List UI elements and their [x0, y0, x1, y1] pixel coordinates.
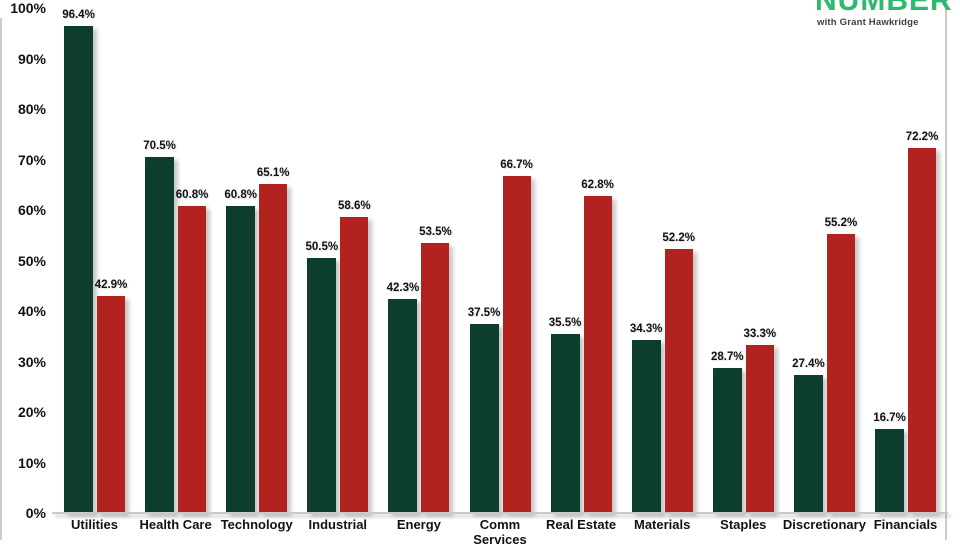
bar-green [388, 299, 418, 513]
x-axis-label: Real Estate [546, 517, 617, 532]
bar-red [908, 148, 936, 513]
bar-value-label: 60.8% [175, 188, 209, 201]
bar-value-label: 58.6% [337, 200, 371, 213]
x-axis-label: Energy [396, 517, 441, 532]
bar-value-label: 50.5% [305, 240, 339, 253]
bar-green [64, 26, 93, 513]
y-axis-tick: 60% [17, 202, 46, 218]
bar-value-label: 27.4% [792, 357, 825, 370]
bar-value-label: 55.2% [824, 217, 858, 230]
x-axis-label: Technology [220, 517, 293, 532]
x-axis-label: Financials [873, 517, 938, 532]
bar-value-label: 53.5% [419, 225, 452, 238]
y-axis-tick: 10% [17, 454, 46, 471]
bar-red [826, 234, 855, 513]
bar-red [502, 176, 531, 513]
bar-value-label: 72.2% [905, 131, 939, 144]
x-axis-line [52, 512, 948, 514]
bar-red [178, 205, 207, 513]
bar-green [712, 368, 742, 513]
bar-value-label: 96.4% [62, 9, 95, 22]
brand-tagline: with Grant Hawkridge [817, 17, 919, 28]
x-axis-label: Staples [720, 517, 767, 532]
bar-value-label: 66.7% [500, 159, 533, 172]
bar-value-label: 34.3% [629, 322, 663, 335]
x-axis-label: Materials [634, 517, 691, 532]
bar-value-label: 33.3% [743, 327, 777, 340]
bar-red [259, 184, 288, 513]
bar-green [631, 339, 661, 513]
x-axis-label: Utilities [71, 517, 118, 532]
x-axis-label: Discretionary [782, 517, 866, 532]
bar-green [226, 205, 256, 513]
bar-green [145, 156, 175, 513]
bar-value-label: 60.8% [224, 188, 257, 201]
bar-value-label: 62.8% [581, 178, 614, 191]
bar-value-label: 65.1% [256, 167, 290, 180]
bar-red [745, 344, 774, 513]
bar-value-label: 35.5% [548, 316, 582, 329]
x-axis-label: Industrial [308, 517, 368, 532]
brand-name: NUMBER [815, 0, 960, 16]
y-axis-tick: 90% [17, 50, 46, 67]
bar-green [793, 374, 823, 513]
bar-red [97, 296, 125, 513]
brand-name-clip: NUMBER [815, 0, 960, 16]
y-axis-tick: 20% [17, 404, 46, 420]
y-axis-tick: 0% [25, 505, 46, 521]
bar-value-label: 42.3% [386, 282, 420, 295]
bar-green [550, 333, 580, 513]
bar-green [875, 428, 904, 513]
bar-green [307, 257, 337, 513]
right-border-line [945, 0, 947, 540]
bar-red [421, 242, 450, 513]
y-axis-tick: 50% [17, 252, 46, 269]
left-axis-line [0, 18, 2, 540]
bar-red [340, 217, 369, 513]
bar-value-label: 52.2% [662, 232, 695, 245]
bar-red [583, 195, 612, 513]
bar-value-label: 37.5% [467, 306, 501, 319]
bar-green [469, 323, 499, 513]
y-axis-tick: 100% [10, 0, 46, 16]
bar-value-label: 70.5% [143, 139, 176, 152]
x-axis-label: Health Care [139, 517, 212, 532]
bar-value-label: 42.9% [94, 279, 128, 292]
bar-red [664, 249, 693, 513]
bar-value-label: 16.7% [873, 411, 906, 424]
y-axis-tick: 80% [17, 101, 46, 117]
y-axis-tick: 70% [17, 151, 46, 168]
bar-value-label: 28.7% [710, 351, 744, 364]
y-axis-tick: 30% [17, 353, 46, 370]
y-axis-tick: 40% [17, 303, 46, 319]
